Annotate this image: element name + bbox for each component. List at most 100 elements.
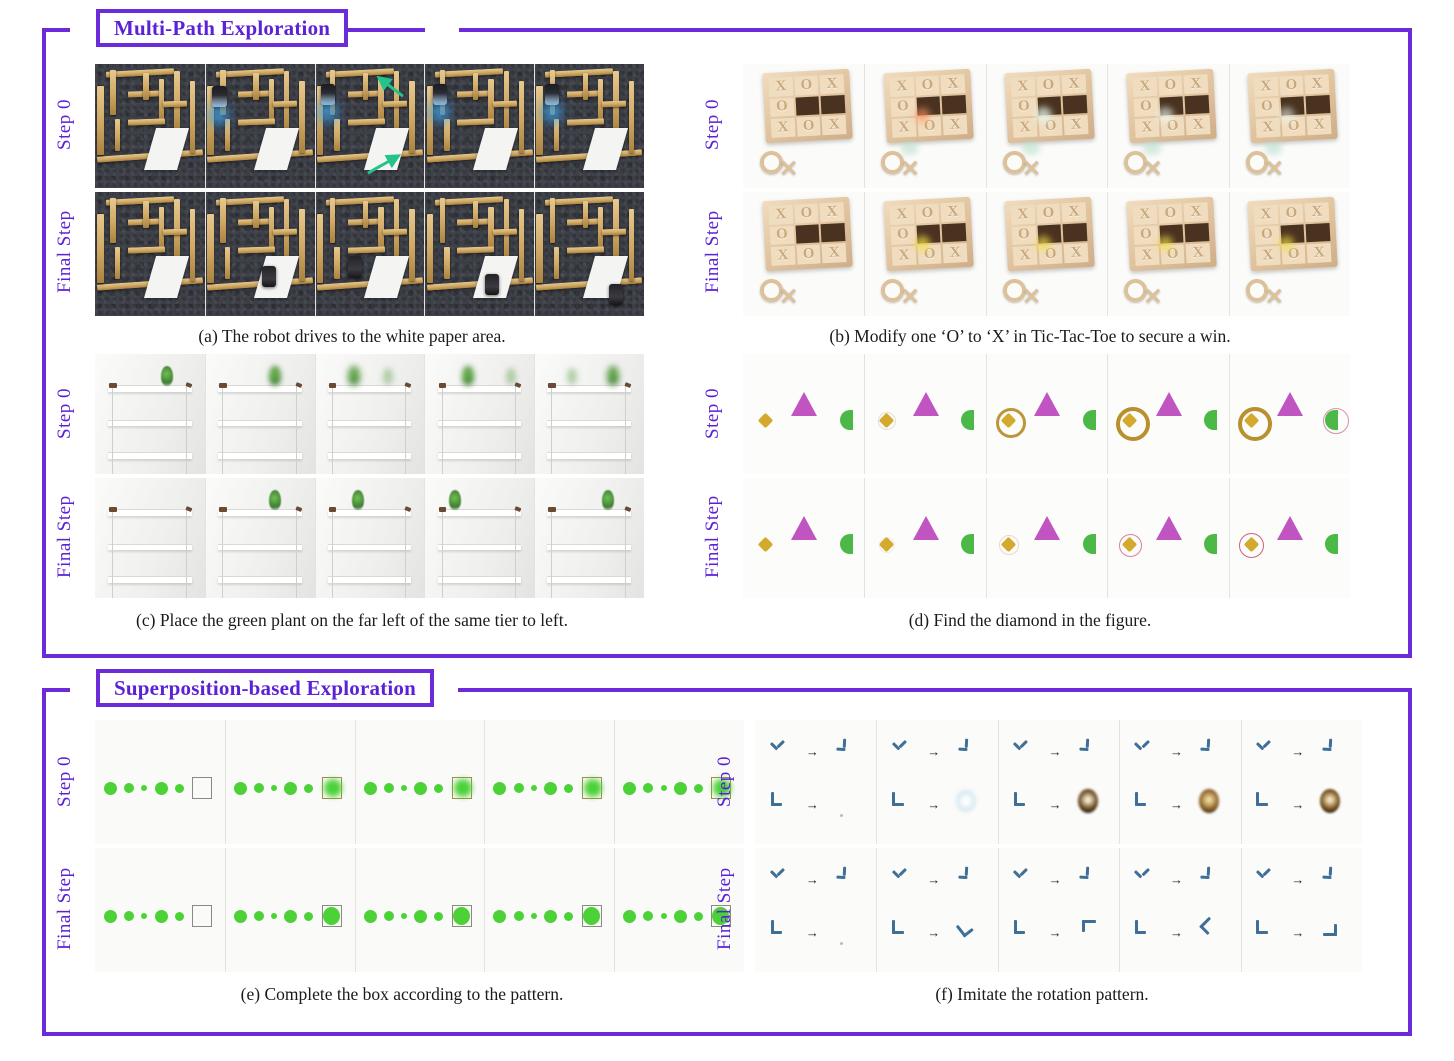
spare-x-piece: ✕ — [1143, 156, 1163, 182]
tic-tac-toe-mark-x: X — [949, 116, 961, 134]
l-glyph-source-arm-v — [1256, 791, 1260, 806]
spare-o-piece — [1245, 150, 1269, 174]
green-plant — [161, 366, 174, 387]
l-glyph-source — [1134, 791, 1151, 808]
tic-tac-toe-cell-1: X — [1132, 205, 1157, 225]
scene-f-final-strip: → → → → → → → → → → — [755, 848, 1362, 972]
tic-tac-toe-cell-6 — [820, 95, 846, 115]
chevron-rotated-arm-2 — [1328, 866, 1332, 876]
row-label-step0-f: Step 0 — [714, 755, 735, 807]
tic-tac-toe-mark-x: X — [774, 78, 787, 95]
diamond-highlight-ring — [879, 537, 896, 553]
shelf-strut-l-2 — [551, 544, 553, 579]
rotation-scene: → → — [1240, 720, 1362, 844]
dots-step0-frame-3 — [354, 720, 485, 844]
subfigure-a: Step 0 Final Step (a) The robot drives t… — [52, 60, 652, 350]
tic-tac-toe-mark-x: X — [1070, 116, 1083, 134]
arrow-top: → — [927, 871, 941, 887]
shelf-step0-frame-1 — [95, 354, 205, 474]
tic-tac-toe-cell-9: X — [1185, 115, 1211, 136]
maze-wall-2 — [536, 86, 543, 155]
chevron-source — [891, 739, 908, 756]
l-glyph-superposed — [1320, 789, 1341, 814]
shelf-strut-r-1 — [295, 385, 297, 420]
shelf-scene — [95, 354, 205, 474]
rot-step0-frame-2: → → — [876, 720, 998, 844]
tic-tac-toe-mark-x: X — [1017, 206, 1029, 223]
tic-tac-toe-cell-3: X — [1062, 74, 1087, 95]
maze-wall-4 — [110, 198, 116, 243]
ttt-final-frame-1: X O X O X O X ✕ — [743, 192, 865, 316]
chevron-source — [1255, 739, 1272, 756]
shelf-strut-r-3 — [295, 452, 297, 474]
shelf-tier-1 — [108, 385, 192, 392]
shelf-tier-3 — [327, 576, 412, 583]
tic-tac-toe-cell-7: X — [891, 118, 917, 139]
tic-tac-toe-mark-x: X — [1138, 206, 1151, 223]
rotation-scene: → → — [1119, 720, 1241, 844]
spare-x-piece: ✕ — [1022, 284, 1042, 310]
shelf-strut-l-2 — [331, 544, 333, 579]
shape-step0-frame-1 — [743, 354, 865, 474]
green-plant — [351, 490, 365, 511]
spare-x-piece: ✕ — [1264, 284, 1284, 310]
tic-tac-toe-cell-1: X — [889, 205, 915, 225]
frame-separator — [876, 720, 878, 844]
tic-tac-toe-mark-x: X — [825, 203, 838, 221]
l-glyph-source-arm-h — [1256, 802, 1268, 806]
ttt-final-frame-2: X O X O X O X ✕ — [864, 192, 986, 316]
shelf-strut-l-1 — [331, 385, 333, 420]
maze-wall-7 — [378, 78, 384, 122]
green-plant — [448, 490, 461, 511]
shelf-strut-l-3 — [112, 576, 114, 598]
answer-dot-soft — [583, 779, 602, 798]
shelf-strut-l-3 — [551, 576, 553, 598]
dots-final-frame-3 — [354, 848, 485, 972]
chevron-source-arm-2 — [1141, 739, 1150, 748]
arrow-bottom: → — [927, 797, 941, 813]
shelf-bracket-left — [438, 507, 447, 512]
arrow-bottom: → — [1291, 925, 1305, 941]
frame-separator — [1119, 720, 1121, 844]
tic-tac-toe-mark-x: X — [1070, 244, 1083, 262]
diamond-highlight-ring — [998, 535, 1019, 555]
magenta-triangle — [912, 392, 939, 416]
green-plant — [268, 490, 281, 511]
tic-tac-toe-cell-1: X — [1132, 77, 1157, 97]
tic-tac-toe-cell-4: O — [1012, 225, 1037, 246]
tic-tac-toe-scene: X O X O X O X ✕ — [864, 192, 986, 316]
green-dot-1 — [363, 781, 377, 795]
tic-tac-toe-mark-x: X — [1140, 119, 1153, 137]
cell-highlight — [1034, 234, 1054, 254]
panel-title-notch-right-2 — [424, 686, 458, 694]
tic-tac-toe-cell-9: X — [821, 115, 847, 136]
tic-tac-toe-cell-2: O — [915, 203, 940, 224]
frame-separator — [1240, 848, 1242, 972]
chevron-rotated-arm-1 — [836, 747, 846, 752]
maze-step0-frame-1 — [95, 64, 205, 188]
maze-wall-2 — [97, 214, 104, 283]
green-dot-4 — [673, 781, 687, 795]
frame-separator — [314, 192, 316, 316]
tic-tac-toe-mark-x: X — [825, 75, 838, 93]
shelf-strut-l-2 — [112, 420, 114, 455]
green-plant — [461, 366, 474, 387]
spare-o-piece — [759, 278, 783, 302]
chevron-source-arm-2 — [1262, 739, 1271, 748]
diamond-highlight-ring — [995, 408, 1026, 438]
chevron-rotated-arm-2 — [842, 738, 847, 748]
cell-highlight — [1155, 234, 1175, 254]
l-glyph-source-arm-v — [1134, 919, 1139, 934]
green-dot-4 — [284, 781, 298, 795]
maze-wall-4 — [220, 198, 226, 243]
frame-separator — [864, 192, 866, 316]
answer-dot-soft — [323, 779, 342, 798]
shelf-tier-3 — [547, 576, 631, 583]
ttt-step0-frame-5: X O X O X O X ✕ — [1228, 64, 1350, 188]
chevron-source-arm-2 — [1262, 867, 1271, 876]
green-dot-3 — [400, 785, 407, 792]
